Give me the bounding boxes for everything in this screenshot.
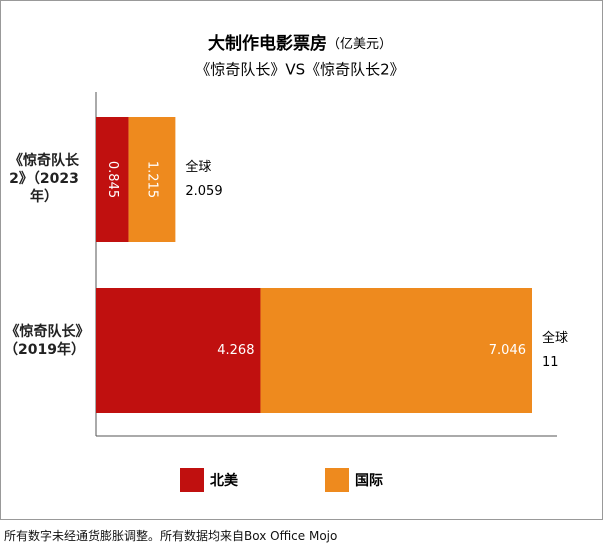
chart-subtitle: 《惊奇队长》VS《惊奇队长2》 xyxy=(195,61,404,79)
chart-title: 大制作电影票房 xyxy=(208,33,327,54)
category-label: 《惊奇队长》（2019年） xyxy=(4,323,85,358)
bar-segment xyxy=(96,288,261,413)
total-value: 11 xyxy=(542,355,559,370)
legend-label: 北美 xyxy=(210,472,239,489)
value-label: 0.845 xyxy=(105,161,120,198)
chart: 大制作电影票房（亿美元） 《惊奇队长》VS《惊奇队长2》 0.845 1.215 全… xyxy=(95,33,568,492)
footnote: 所有数字未经通货膨胀调整。所有数据均来自Box Office Mojo xyxy=(4,529,338,543)
total-value: 2.059 xyxy=(185,184,222,199)
total-label: 全球 xyxy=(542,330,568,346)
chart-title-group: 大制作电影票房（亿美元） xyxy=(208,33,392,54)
category-label: 《惊奇队长2》（2023年） xyxy=(9,152,79,205)
value-label: 1.215 xyxy=(144,161,159,198)
chart-title-unit: （亿美元） xyxy=(327,37,392,52)
bar-segment xyxy=(96,117,129,242)
chart-frame xyxy=(0,0,603,520)
legend-swatch xyxy=(180,468,204,492)
value-label: 7.046 xyxy=(489,343,526,358)
value-label: 4.268 xyxy=(217,343,254,358)
legend-label: 国际 xyxy=(355,473,383,489)
total-label: 全球 xyxy=(185,159,211,175)
bar-segment xyxy=(260,288,532,413)
legend-swatch xyxy=(325,468,349,492)
bar-segment xyxy=(128,117,176,242)
